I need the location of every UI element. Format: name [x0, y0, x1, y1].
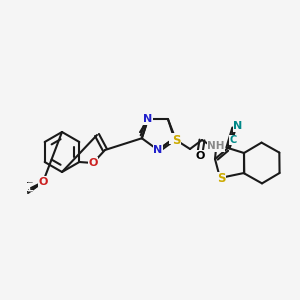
Text: N: N: [143, 114, 153, 124]
Text: S: S: [172, 134, 180, 146]
Text: N: N: [169, 133, 179, 143]
Text: N: N: [153, 145, 163, 155]
Text: NH: NH: [207, 141, 225, 151]
Text: S: S: [217, 172, 225, 185]
Text: N: N: [140, 133, 141, 134]
Text: O: O: [38, 177, 48, 187]
Text: methoxy: methoxy: [27, 182, 33, 183]
Text: O: O: [88, 158, 98, 168]
Text: N: N: [233, 121, 243, 131]
Text: O: O: [195, 151, 205, 161]
Text: C: C: [230, 135, 237, 145]
Text: methoxy: methoxy: [27, 190, 33, 192]
